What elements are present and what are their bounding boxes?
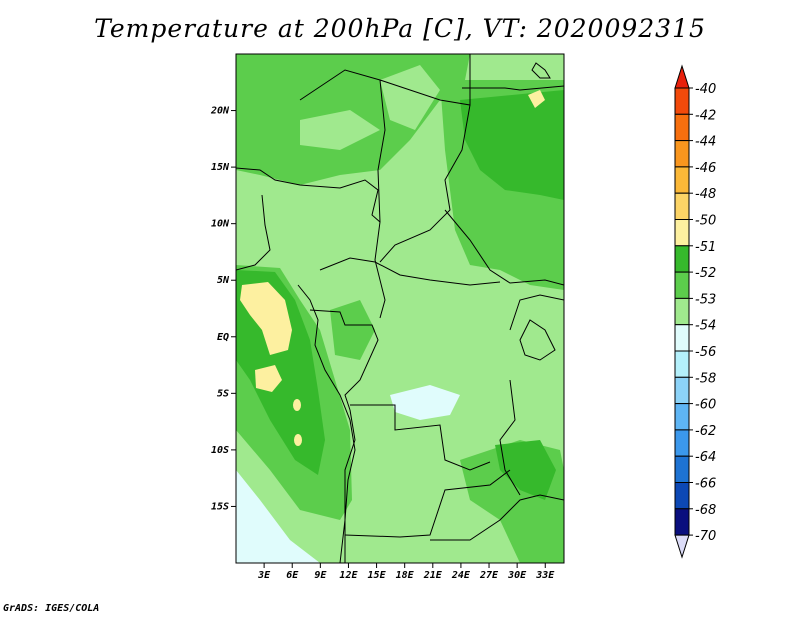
field-streak-1	[300, 110, 380, 150]
lat-tick-label: 5S	[217, 388, 229, 399]
field-region-cold-southwest	[236, 470, 320, 563]
border-line	[462, 85, 564, 91]
colorbar-label: -50	[695, 214, 716, 229]
colorbar-label: -54	[695, 319, 716, 334]
colorbar-label: -66	[695, 477, 716, 492]
border-line	[509, 294, 564, 331]
border-line	[499, 379, 521, 496]
border-line	[430, 494, 564, 541]
colorbar-label: -46	[695, 161, 716, 176]
border-line	[319, 257, 501, 286]
colorbar-label: -53	[695, 292, 716, 307]
colorbar-label: -70	[695, 529, 716, 544]
border-line	[531, 62, 551, 79]
colorbar-bottom-arrow	[674, 534, 690, 559]
colorbar-swatch	[674, 219, 690, 247]
page-title: Temperature at 200hPa [C], VT: 202009231…	[94, 14, 706, 43]
longitude-axis: 3E 6E 9E 12E 15E 18E 21E 24E 27E 30E 33E	[257, 563, 555, 581]
lon-tick-label: 18E	[396, 570, 415, 581]
lon-tick-label: 9E	[314, 570, 327, 581]
border-line	[236, 194, 271, 271]
colorbar: -40 -42 -44 -46 -48 -50 -51 -52 -53 -54 -56 -58 -60 -…	[674, 64, 716, 559]
colorbar-swatch	[674, 508, 690, 536]
lon-tick-label: 27E	[479, 570, 499, 581]
border-line	[309, 309, 379, 411]
lat-tick-label: 15N	[211, 162, 230, 173]
colorbar-label: -64	[695, 450, 716, 465]
colorbar-label: -52	[695, 266, 716, 281]
border-line	[374, 79, 386, 319]
colorbar-swatch	[674, 166, 690, 194]
border-line	[299, 54, 471, 106]
colorbar-swatch	[674, 113, 690, 142]
field-region-se-dark	[495, 440, 556, 500]
border-line	[444, 209, 564, 286]
grads-credit: GrADS: IGES/COLA	[3, 603, 100, 614]
field-region-ne-dark	[460, 90, 564, 200]
map-frame	[235, 53, 565, 564]
lon-tick-label: 15E	[368, 570, 387, 581]
colorbar-label: -51	[695, 240, 716, 255]
colorbar-swatch	[674, 297, 690, 326]
colorbar-swatch	[674, 403, 690, 431]
lon-tick-label: 12E	[339, 570, 358, 581]
colorbar-label: -62	[695, 424, 716, 439]
field-streak-2	[262, 185, 380, 250]
border-line	[344, 469, 511, 538]
field-region-cold-interior	[390, 385, 460, 420]
colorbar-label: -68	[695, 503, 716, 518]
colorbar-swatch	[674, 350, 690, 378]
colorbar-swatch	[674, 455, 690, 484]
colorbar-swatch	[674, 482, 690, 510]
lon-tick-label: 24E	[451, 570, 471, 581]
lat-tick-label: EQ	[217, 332, 229, 343]
colorbar-label: -58	[695, 371, 716, 386]
latitude-axis: 20N 15N 10N 5N EQ 5S 10S 15S	[210, 106, 236, 512]
colorbar-swatch	[674, 140, 690, 168]
field-region-warm-ne	[528, 90, 545, 108]
colorbar-swatch	[674, 271, 690, 299]
colorbar-top-arrow	[674, 64, 690, 89]
lat-tick-label: 10N	[211, 219, 230, 230]
colorbar-label: -42	[695, 108, 716, 123]
coastline	[297, 284, 356, 563]
lat-tick-label: 10S	[211, 445, 229, 456]
colorbar-swatch	[674, 87, 690, 115]
temperature-field	[236, 54, 564, 563]
colorbar-label: -44	[695, 135, 716, 150]
field-spot-warm-2	[294, 434, 302, 446]
lat-tick-label: 20N	[210, 106, 230, 117]
colorbar-swatch	[674, 245, 690, 273]
border-line	[350, 404, 491, 471]
border-line	[236, 167, 381, 223]
lon-tick-label: 21E	[423, 570, 443, 581]
field-region-warm-south	[255, 365, 282, 392]
colorbar-swatch	[674, 192, 690, 220]
lat-tick-label: 15S	[211, 501, 229, 512]
field-spot-warm-1	[293, 399, 301, 411]
colorbar-swatch	[674, 429, 690, 457]
country-borders	[236, 54, 564, 563]
colorbar-swatch	[674, 376, 690, 405]
field-region-warm-core	[240, 282, 292, 355]
colorbar-label: -40	[695, 82, 716, 97]
colorbar-label: -56	[695, 345, 716, 360]
colorbar-swatch	[674, 324, 690, 352]
lon-tick-label: 30E	[507, 570, 527, 581]
colorbar-label: -60	[695, 398, 716, 413]
lat-tick-label: 5N	[217, 275, 230, 286]
border-line	[379, 104, 471, 263]
lon-tick-label: 3E	[257, 570, 271, 581]
border-line	[519, 319, 556, 361]
lon-tick-label: 6E	[286, 570, 299, 581]
field-streak-3	[380, 65, 440, 130]
lon-tick-label: 33E	[535, 570, 555, 581]
colorbar-label: -48	[695, 187, 716, 202]
